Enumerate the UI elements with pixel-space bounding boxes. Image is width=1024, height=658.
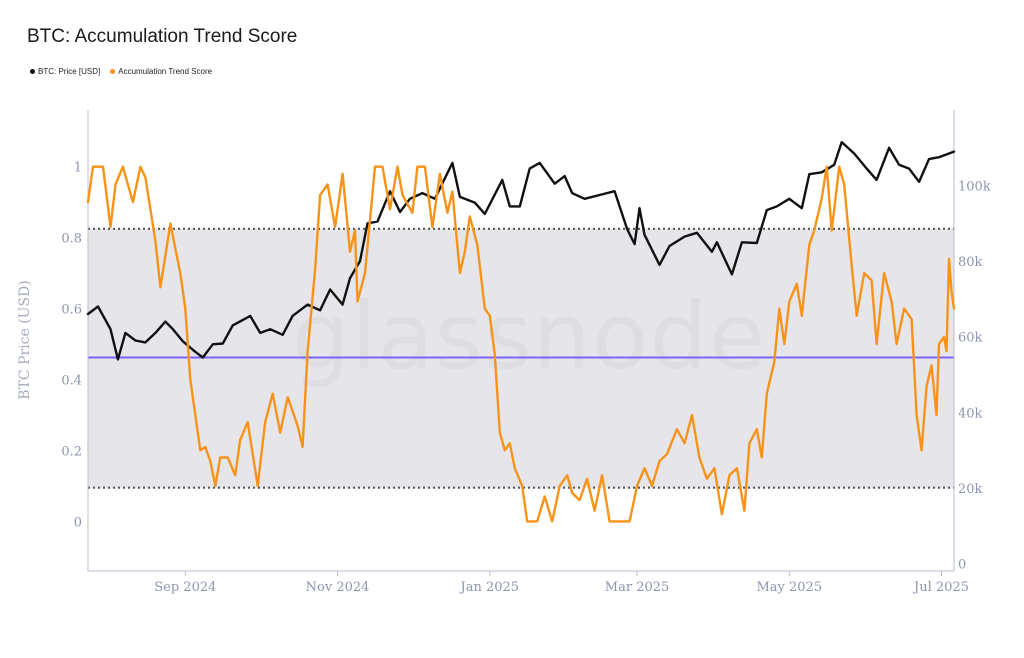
right-tick-label: 60k — [958, 331, 983, 346]
right-tick-label: 40k — [958, 406, 983, 421]
left-tick-label: 0.4 — [61, 374, 82, 389]
x-tick-label: Jan 2025 — [459, 580, 520, 595]
watermark-text: glassnode — [292, 283, 767, 390]
legend-label-score: Accumulation Trend Score — [118, 67, 213, 76]
legend-item-score[interactable]: Accumulation Trend Score — [110, 67, 212, 76]
legend-dot-score — [110, 69, 116, 74]
legend-label-price: BTC: Price [USD] — [38, 67, 101, 76]
legend-item-price[interactable]: BTC: Price [USD] — [30, 67, 100, 76]
price-series-line — [86, 140, 956, 361]
left-tick-label: 0 — [74, 515, 82, 530]
right-tick-label: 100k — [958, 180, 991, 195]
x-tick-label: Sep 2024 — [154, 580, 216, 595]
right-tick-label: 0 — [958, 557, 966, 572]
y-axis-title: BTC Price (USD) — [17, 280, 33, 400]
score-series-line — [86, 165, 956, 523]
x-tick-label: Mar 2025 — [605, 580, 670, 595]
left-tick-label: 0.2 — [61, 444, 82, 459]
x-tick-label: Nov 2024 — [306, 580, 370, 595]
chart-legend: BTC: Price [USD] Accumulation Trend Scor… — [30, 67, 212, 76]
right-tick-label: 80k — [958, 255, 983, 270]
right-tick-label: 20k — [958, 482, 983, 497]
x-tick-label: May 2025 — [756, 580, 822, 595]
x-tick-label: Jul 2025 — [912, 580, 969, 595]
left-tick-label: 1 — [74, 161, 82, 176]
left-tick-label: 0.6 — [61, 303, 82, 318]
left-tick-label: 0.8 — [61, 232, 82, 247]
chart-title: BTC: Accumulation Trend Score — [27, 26, 298, 47]
legend-dot-price — [30, 69, 35, 74]
